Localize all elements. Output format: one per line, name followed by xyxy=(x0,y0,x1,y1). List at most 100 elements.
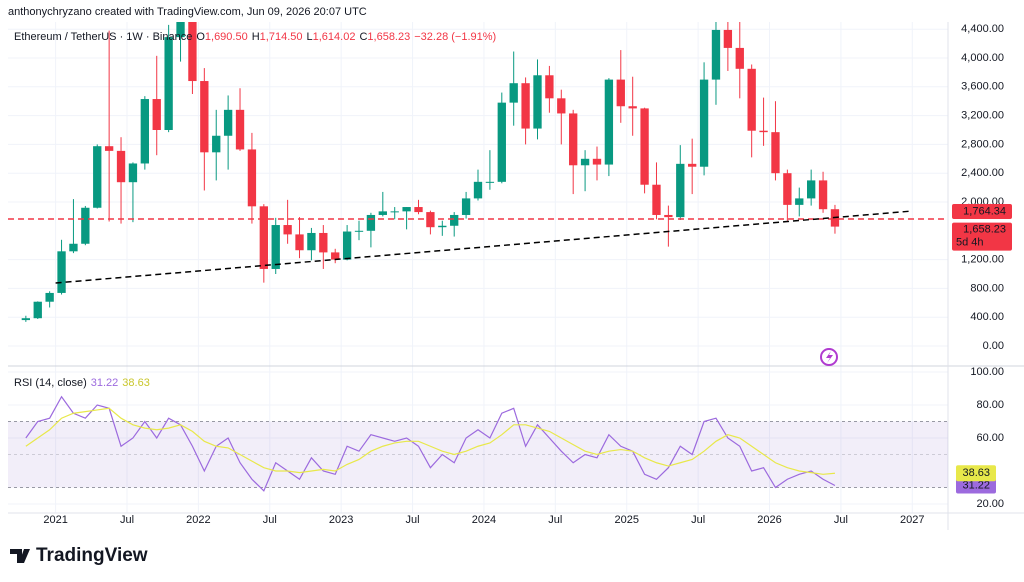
candle-body xyxy=(223,109,233,136)
candle-body xyxy=(116,150,126,183)
candle-body xyxy=(342,231,352,260)
candle-body xyxy=(688,163,697,167)
candle-body xyxy=(319,232,328,253)
logo-text: TradingView xyxy=(36,545,148,566)
ohlc-value: 1,690.50 xyxy=(205,31,248,43)
x-tick-label: Jul xyxy=(406,514,420,526)
x-tick-label: Jul xyxy=(834,514,848,526)
x-tick-label: 2022 xyxy=(186,514,210,526)
candle-body xyxy=(604,79,614,165)
candle-body xyxy=(259,206,268,269)
rsi-value-label: 38.63 xyxy=(962,467,990,479)
change: −32.28 (−1.91%) xyxy=(414,31,496,43)
candle-body xyxy=(497,102,506,182)
x-tick-label: 2025 xyxy=(614,514,638,526)
x-tick-label: Jul xyxy=(548,514,562,526)
candle-body xyxy=(200,81,209,153)
y-tick-label: 1,200.00 xyxy=(961,254,1004,266)
candle-body xyxy=(235,109,245,150)
trendline xyxy=(55,210,913,284)
rsi-tick-label: 100.00 xyxy=(970,366,1004,378)
rsi-tick-label: 20.00 xyxy=(976,498,1004,510)
credit: anthonychryzano created with TradingView… xyxy=(8,6,367,18)
y-tick-label: 4,000.00 xyxy=(961,52,1004,64)
candle-body xyxy=(521,83,530,129)
legend: Ethereum / TetherUS · 1W · Binance O1,690… xyxy=(14,31,496,43)
candle-body xyxy=(295,234,304,251)
ohlc-label: L xyxy=(307,31,313,43)
grid-layer xyxy=(8,22,948,513)
candle-body xyxy=(212,135,221,153)
y-tick-label: 3,200.00 xyxy=(961,110,1004,122)
y-tick-label: 4,400.00 xyxy=(961,23,1004,35)
alert-icon xyxy=(820,348,838,366)
candle-body xyxy=(140,99,149,164)
candle-body xyxy=(759,130,768,133)
ohlc-value: 1,714.50 xyxy=(260,31,303,43)
candle-body xyxy=(390,211,399,213)
candle-body xyxy=(93,146,102,208)
candle-body xyxy=(354,230,364,232)
x-tick-label: 2027 xyxy=(900,514,924,526)
ohlc-value: 1,658.23 xyxy=(367,31,410,43)
candle-body xyxy=(104,146,114,151)
candle-body xyxy=(580,158,590,166)
candle-body xyxy=(402,207,411,212)
x-tick-label: Jul xyxy=(120,514,134,526)
y-tick-label: 400.00 xyxy=(970,311,1004,323)
candle-body xyxy=(283,225,292,235)
price-line-label-box xyxy=(952,203,1012,219)
candle-body xyxy=(771,132,780,174)
rsi-title: RSI (14, close) xyxy=(14,377,87,389)
logo: TradingView xyxy=(10,545,148,566)
ohlc: O1,690.50 H1,714.50 L1,614.02 C1,658.23 xyxy=(196,31,410,43)
candle-body xyxy=(33,301,42,319)
candle-body xyxy=(450,214,459,226)
candle-body xyxy=(509,83,518,103)
x-tick-label: 2023 xyxy=(329,514,353,526)
candle-body xyxy=(438,225,447,228)
rsi-ma-value: 38.63 xyxy=(122,377,150,389)
candle-body xyxy=(366,214,376,231)
candle-body xyxy=(378,211,387,215)
candle-body xyxy=(271,225,280,269)
y-tick-label: 0.00 xyxy=(983,340,1004,352)
x-tick-label: Jul xyxy=(691,514,705,526)
ohlc-label: O xyxy=(196,31,205,43)
candle-body xyxy=(735,47,744,69)
x-tick-label: 2026 xyxy=(757,514,781,526)
candle-body xyxy=(485,181,495,183)
candle-body xyxy=(128,163,138,183)
rsi-tick-label: 80.00 xyxy=(976,399,1004,411)
countdown: 5d 4h xyxy=(956,237,984,249)
candle-body xyxy=(164,37,173,131)
candle-body xyxy=(616,79,625,107)
y-tick-label: 2,800.00 xyxy=(961,138,1004,150)
candle-body xyxy=(533,75,542,129)
candle-body xyxy=(783,173,792,205)
candle-body xyxy=(676,163,685,218)
candle-body xyxy=(307,232,316,251)
last-price-box xyxy=(952,222,1012,251)
candle-body xyxy=(461,198,471,215)
ohlc-value: 1,614.02 xyxy=(313,31,356,43)
y-tick-label: 2,400.00 xyxy=(961,167,1004,179)
candle-body xyxy=(557,98,566,114)
candle-body xyxy=(569,113,578,166)
rsi-legend: RSI (14, close) 31.22 38.63 xyxy=(14,377,150,389)
candle-body xyxy=(795,198,804,205)
candle-body xyxy=(818,180,828,210)
candle-body xyxy=(711,29,721,80)
candle-body xyxy=(57,251,66,293)
rsi-value-label: 31.22 xyxy=(962,479,990,491)
candle-body xyxy=(592,158,602,165)
candle-body xyxy=(414,207,423,213)
price-pane xyxy=(8,22,948,322)
symbol: Ethereum / TetherUS · 1W · Binance xyxy=(14,31,192,43)
y-tick-label: 800.00 xyxy=(970,282,1004,294)
candle-body xyxy=(652,184,661,215)
candle-body xyxy=(807,180,816,199)
candle-body xyxy=(628,106,637,109)
